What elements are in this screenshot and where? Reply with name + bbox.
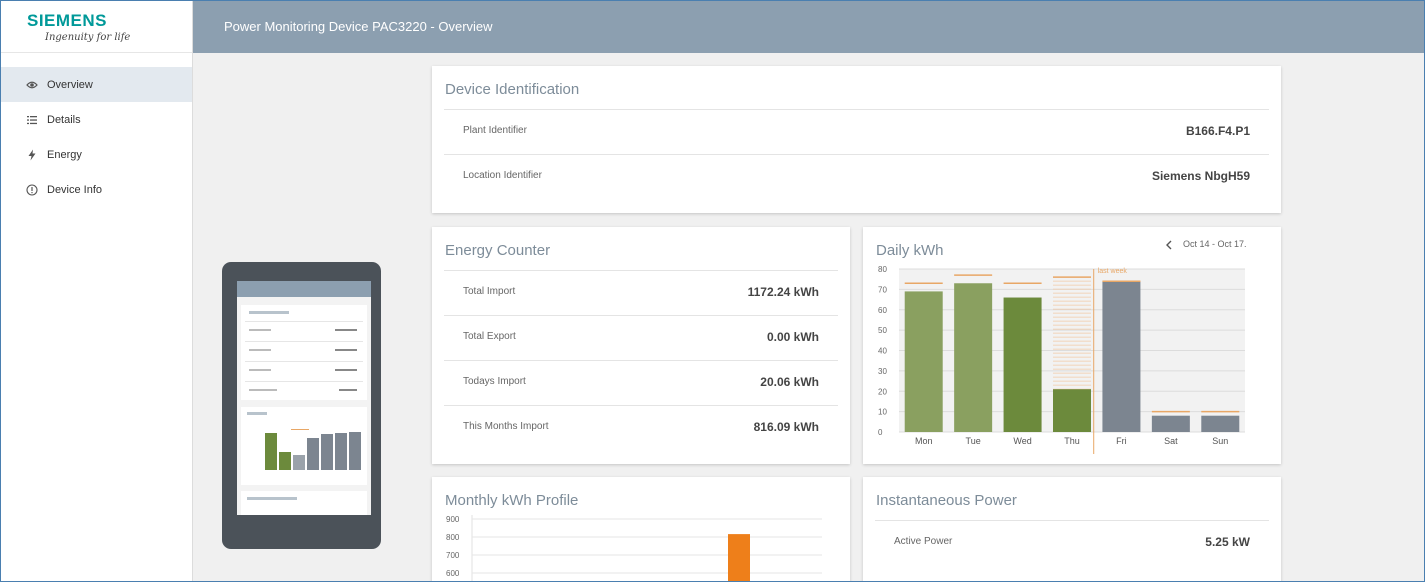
device-identification-card: Device Identification Plant Identifier B… [432, 66, 1281, 213]
y-tick-label: 50 [878, 326, 887, 335]
sidebar-item-energy[interactable]: Energy [1, 137, 192, 172]
card-title: Energy Counter [445, 242, 551, 259]
card-title: Daily kWh [876, 242, 944, 259]
bar [728, 534, 750, 581]
sidebar-nav: Overview Details Energy Device Info [1, 67, 192, 207]
instantaneous-power-card: Instantaneous Power Active Power 5.25 kW [863, 477, 1281, 581]
y-tick-label: 80 [878, 265, 887, 274]
y-tick-label: 40 [878, 347, 887, 356]
x-tick-label: Thu [1064, 436, 1080, 446]
row-label: Total Import [463, 286, 516, 297]
bar [1151, 415, 1190, 432]
row-value: 816.09 kWh [753, 420, 819, 434]
y-tick-label: 700 [446, 551, 460, 560]
card-title: Monthly kWh Profile [445, 492, 579, 509]
row-label: Todays Import [463, 376, 526, 387]
page-title: Power Monitoring Device PAC3220 - Overvi… [224, 19, 493, 34]
energy-counter-card: Energy Counter Total Import 1172.24 kWh … [432, 227, 850, 464]
daily-kwh-chart: 0 10 20 30 40 50 60 70 80 Mon Tue Wed Thu Fri Sat Sun la… [878, 265, 1245, 454]
x-tick-label: Wed [1013, 436, 1031, 446]
lightning-icon [25, 148, 39, 162]
bar [954, 283, 993, 432]
sidebar-item-label: Energy [47, 148, 82, 161]
row-value: 20.06 kWh [760, 375, 819, 389]
sidebar-item-label: Device Info [47, 183, 103, 196]
sidebar: SIEMENS Ingenuity for life Overview Deta… [1, 1, 193, 581]
y-tick-label: 600 [446, 569, 460, 578]
monthly-kwh-profile-card: Monthly kWh Profile 600 700 800 900 [432, 477, 850, 581]
row-value: B166.F4.P1 [1185, 124, 1250, 138]
bar [1053, 389, 1091, 432]
table-row: Active Power 5.25 kW [875, 520, 1269, 565]
y-tick-label: 800 [446, 533, 460, 542]
mobile-preview-image [222, 262, 381, 549]
row-label: Active Power [894, 536, 953, 547]
table-row: Total Export 0.00 kWh [444, 315, 838, 360]
bar [1102, 281, 1141, 432]
x-tick-label: Fri [1116, 436, 1127, 446]
x-tick-label: Sun [1212, 436, 1228, 446]
siemens-logo[interactable]: SIEMENS Ingenuity for life [1, 1, 192, 53]
logo-tagline: Ingenuity for life [45, 32, 131, 43]
last-week-label: last week [1098, 268, 1128, 275]
bar [904, 291, 943, 432]
y-tick-label: 70 [878, 285, 887, 294]
eye-icon [25, 78, 39, 92]
logo-brand: SIEMENS [27, 11, 108, 30]
y-tick-label: 20 [878, 387, 887, 396]
card-title: Device Identification [445, 81, 580, 98]
x-tick-label: Sat [1164, 436, 1178, 446]
card-title: Instantaneous Power [876, 492, 1017, 509]
x-tick-label: Mon [915, 436, 933, 446]
row-value: 1172.24 kWh [747, 285, 819, 299]
bar [1003, 297, 1042, 432]
y-tick-label: 10 [878, 408, 887, 417]
row-value: 5.25 kW [1205, 535, 1250, 549]
row-label: Plant Identifier [463, 125, 527, 136]
sidebar-item-details[interactable]: Details [1, 102, 192, 137]
row-value: 0.00 kWh [766, 330, 819, 344]
x-tick-label: Tue [966, 436, 981, 446]
monthly-kwh-chart: 600 700 800 900 [446, 515, 822, 581]
table-row: Total Import 1172.24 kWh [444, 270, 838, 315]
top-header: Power Monitoring Device PAC3220 - Overvi… [193, 1, 1424, 53]
mobile-preview-card [241, 305, 367, 400]
mobile-preview-card [241, 491, 367, 515]
list-icon [25, 113, 39, 127]
table-row: Location Identifier Siemens NbgH59 [444, 154, 1269, 199]
row-label: Location Identifier [463, 170, 542, 181]
y-tick-label: 900 [446, 515, 460, 524]
y-tick-label: 60 [878, 306, 887, 315]
table-row: Todays Import 20.06 kWh [444, 360, 838, 405]
mobile-preview-screen [237, 281, 371, 515]
info-circle-icon [25, 183, 39, 197]
daily-kwh-card: Daily kWh Oct 14 - Oct 17. 0 10 20 30 40 50 60… [863, 227, 1281, 464]
sidebar-item-overview[interactable]: Overview [1, 67, 192, 102]
table-row: Plant Identifier B166.F4.P1 [444, 109, 1269, 154]
sidebar-item-label: Details [47, 113, 81, 126]
row-label: Total Export [463, 331, 516, 342]
row-value: Siemens NbgH59 [1151, 169, 1250, 183]
date-range-label: Oct 14 - Oct 17. [1183, 239, 1247, 249]
sidebar-item-label: Overview [47, 78, 93, 91]
y-tick-label: 0 [878, 428, 883, 437]
bar [1201, 415, 1240, 432]
mobile-preview-chart-card [241, 407, 367, 485]
sidebar-item-device-info[interactable]: Device Info [1, 172, 192, 207]
chevron-left-icon[interactable] [1163, 238, 1175, 250]
row-label: This Months Import [463, 421, 549, 432]
y-tick-label: 30 [878, 367, 887, 376]
table-row: This Months Import 816.09 kWh [444, 405, 838, 450]
mobile-preview-header [237, 281, 371, 297]
